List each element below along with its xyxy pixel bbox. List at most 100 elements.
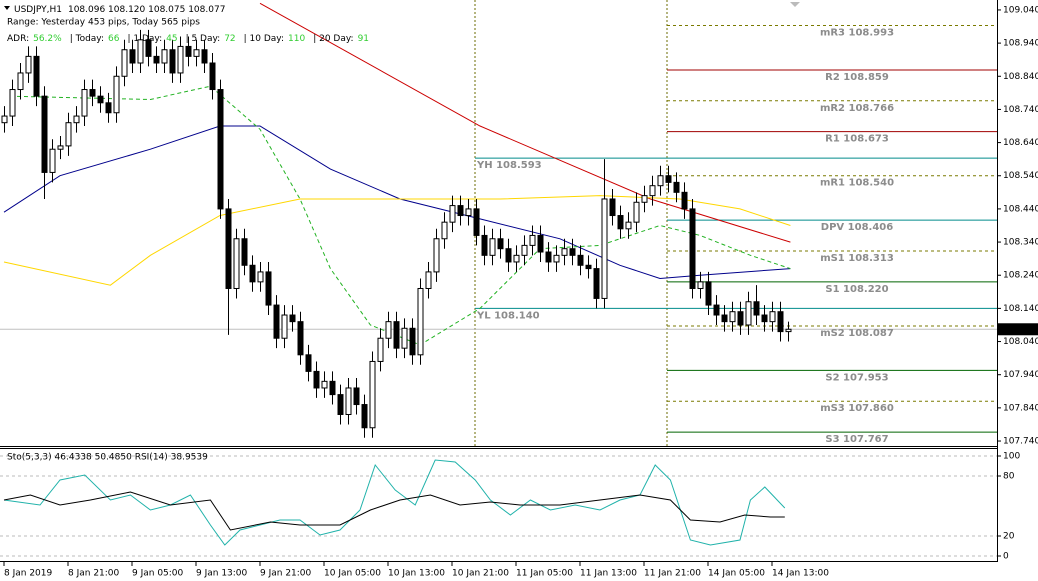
- y-tick-label: 100: [1003, 452, 1020, 462]
- ohlc: 108.096 108.120 108.075 108.077: [68, 5, 225, 15]
- y-tick-label: 108.340: [1003, 238, 1038, 248]
- candle-body: [257, 271, 264, 283]
- candle-body: [441, 221, 448, 240]
- candle-body: [521, 244, 528, 256]
- candle-body: [753, 301, 760, 316]
- candle-body: [161, 49, 168, 64]
- y-tick-label: 108.940: [1003, 39, 1038, 49]
- candle-body: [97, 95, 104, 104]
- x-tick-label: 10 Jan 21:00: [452, 569, 509, 579]
- x-tick-label: 14 Jan 13:00: [772, 569, 829, 579]
- candle-body: [673, 181, 680, 193]
- candle-body: [281, 314, 288, 339]
- candle-body: [529, 234, 536, 246]
- x-tick-label: 14 Jan 05:00: [708, 569, 765, 579]
- x-tick-label: 8 Jan 21:00: [68, 569, 120, 579]
- shift-marker: [790, 2, 800, 7]
- x-tick-label: 9 Jan 21:00: [260, 569, 312, 579]
- candle-body: [17, 72, 24, 91]
- candle-body: [153, 55, 160, 64]
- candle-body: [585, 264, 592, 270]
- candle-body: [401, 327, 408, 349]
- candle-body: [57, 145, 64, 150]
- candle-body: [393, 321, 400, 349]
- candle-body: [369, 360, 376, 429]
- adr-value: 66: [108, 34, 120, 44]
- candle-body: [1, 115, 8, 124]
- y-tick-label: 109.040: [1003, 5, 1038, 15]
- adr-label: | 20 Day:: [313, 34, 353, 44]
- indicator-title: Sto(5,3,3) 46.4338 50.4850 RSI(14) 38.95…: [7, 453, 208, 463]
- level-label: mR1 108.540: [820, 178, 894, 189]
- candle-body: [433, 238, 440, 273]
- y-tick-label: 0: [1003, 552, 1009, 562]
- candle-body: [713, 304, 720, 316]
- candle-body: [201, 49, 208, 64]
- moving-average: [259, 2, 791, 243]
- candle-body: [329, 380, 336, 396]
- candle-body: [321, 380, 328, 389]
- candle-body: [593, 268, 600, 299]
- candle-body: [105, 102, 112, 114]
- current-price-label: 108.077: [1002, 325, 1038, 335]
- candle-body: [489, 238, 496, 256]
- x-tick-label: 11 Jan 21:00: [644, 569, 701, 579]
- candle-body: [33, 55, 40, 97]
- candle-body: [313, 370, 320, 389]
- candle-body: [649, 185, 656, 197]
- candle-body: [705, 281, 712, 306]
- symbol: USDJPY,H1 108.096 108.120 108.075 108.077: [14, 5, 225, 15]
- current-price-box: [998, 323, 1038, 336]
- level-label: S1 108.220: [825, 284, 888, 295]
- y-tick-label: 108.540: [1003, 171, 1038, 181]
- range-text: Range: Yesterday 453 pips, Today 565 pip…: [7, 18, 200, 28]
- candle-body: [497, 238, 504, 250]
- candle-body: [729, 311, 736, 323]
- oscillator-line: [3, 491, 785, 531]
- symbol-marker: [4, 6, 10, 10]
- candle-body: [73, 115, 80, 124]
- candle-body: [697, 281, 704, 289]
- candle-body: [217, 89, 224, 210]
- candle-body: [745, 301, 752, 326]
- price-pane: mR3 108.993 R2 108.859 mR2 108.766 R1 108.6…: [0, 2, 997, 445]
- candle-body: [761, 314, 768, 323]
- candle-body: [681, 191, 688, 210]
- candle-body: [233, 238, 240, 289]
- adr-label: | Today:: [70, 34, 104, 44]
- candle-body: [185, 45, 192, 57]
- candle-body: [737, 311, 744, 326]
- candle-body: [481, 234, 488, 256]
- candle-body: [561, 248, 568, 256]
- level-label: S3 107.767: [825, 434, 888, 445]
- candle-body: [249, 264, 256, 283]
- candle-body: [785, 328, 792, 333]
- candle-body: [25, 55, 32, 74]
- candle-body: [689, 208, 696, 289]
- y-tick-label: 107.740: [1003, 437, 1038, 447]
- y-tick-label: 108.140: [1003, 304, 1038, 314]
- level-label: R2 108.859: [825, 72, 889, 83]
- candle-body: [721, 314, 728, 323]
- candle-body: [361, 404, 368, 429]
- candle-body: [9, 89, 16, 117]
- level-label: mS3 107.860: [820, 403, 894, 414]
- candle-body: [777, 311, 784, 333]
- candle-body: [345, 387, 352, 415]
- y-tick-label: 108.240: [1003, 271, 1038, 281]
- candle-body: [353, 387, 360, 406]
- y-tick-label: 20: [1003, 532, 1015, 542]
- x-tick-label: 9 Jan 05:00: [132, 569, 184, 579]
- candle-body: [657, 175, 664, 187]
- candle-body: [265, 271, 272, 306]
- x-tick-label: 11 Jan 13:00: [580, 569, 637, 579]
- candle-body: [297, 321, 304, 356]
- adr-value: 56.2%: [33, 34, 62, 44]
- candle-body: [169, 49, 176, 74]
- candle-body: [209, 62, 216, 91]
- candle-body: [113, 75, 120, 114]
- candle-body: [633, 201, 640, 223]
- candle-body: [513, 254, 520, 263]
